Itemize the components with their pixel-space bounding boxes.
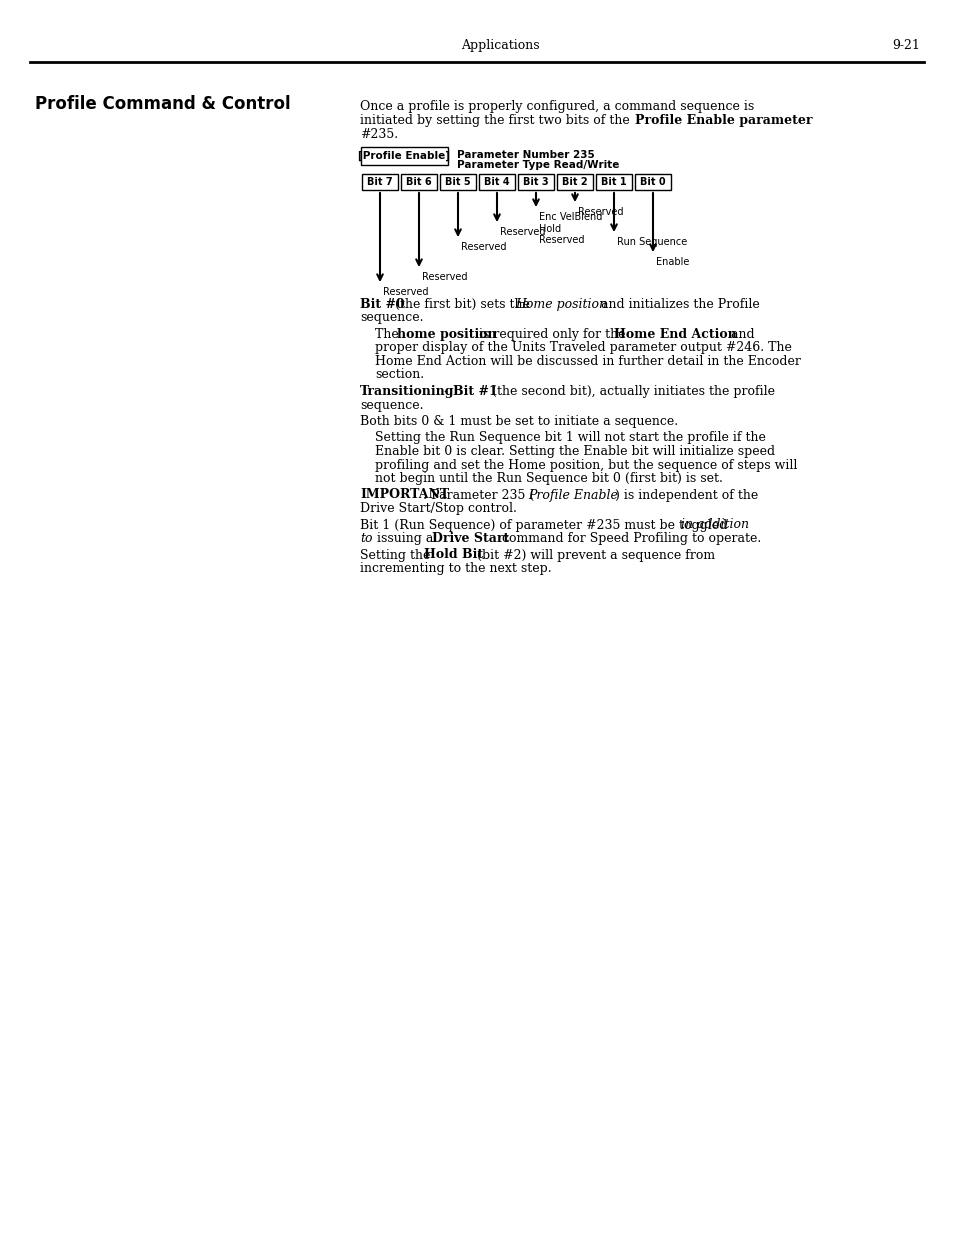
Text: Both bits 0 & 1 must be set to initiate a sequence.: Both bits 0 & 1 must be set to initiate …: [359, 415, 678, 429]
Text: Bit #1: Bit #1: [453, 385, 497, 398]
Bar: [557, 174, 593, 190]
Text: Applications: Applications: [460, 40, 538, 52]
Text: The: The: [375, 329, 402, 341]
Text: Reserved: Reserved: [460, 242, 506, 252]
Bar: [361, 174, 397, 190]
Text: Bit 7: Bit 7: [367, 177, 393, 186]
FancyBboxPatch shape: [360, 147, 448, 165]
Text: (the second bit), actually initiates the profile: (the second bit), actually initiates the…: [488, 385, 774, 398]
Text: IMPORTANT: IMPORTANT: [359, 489, 449, 501]
Text: section.: section.: [375, 368, 424, 382]
Bar: [635, 174, 670, 190]
Text: Bit 6: Bit 6: [406, 177, 432, 186]
Text: Drive Start: Drive Start: [432, 532, 509, 545]
Text: Reserved: Reserved: [499, 227, 545, 237]
Text: issuing a: issuing a: [373, 532, 436, 545]
Bar: [517, 174, 554, 190]
Text: Transitioning: Transitioning: [359, 385, 454, 398]
Text: initiated by setting the first two bits of the: initiated by setting the first two bits …: [359, 114, 633, 127]
Text: Bit 2: Bit 2: [561, 177, 587, 186]
Bar: [439, 174, 476, 190]
Text: sequence.: sequence.: [359, 399, 423, 411]
Text: Run Sequence: Run Sequence: [617, 237, 686, 247]
Text: Home End Action will be discussed in further detail in the Encoder: Home End Action will be discussed in fur…: [375, 354, 800, 368]
Text: Profile Enable parameter: Profile Enable parameter: [635, 114, 812, 127]
Text: Setting the Run Sequence bit 1 will not start the profile if the: Setting the Run Sequence bit 1 will not …: [375, 431, 765, 445]
Text: Parameter Number 235: Parameter Number 235: [456, 149, 594, 161]
Text: Enc VelBlend
Hold
Reserved: Enc VelBlend Hold Reserved: [538, 212, 601, 246]
Text: Reserved: Reserved: [382, 287, 428, 296]
Text: home position: home position: [396, 329, 497, 341]
Text: Bit 1 (Run Sequence) of parameter #235 must be toggled: Bit 1 (Run Sequence) of parameter #235 m…: [359, 519, 731, 531]
Text: Drive Start/Stop control.: Drive Start/Stop control.: [359, 501, 517, 515]
Text: and: and: [726, 329, 754, 341]
Bar: [400, 174, 436, 190]
Text: : Parameter 235 (: : Parameter 235 (: [422, 489, 534, 501]
Text: sequence.: sequence.: [359, 311, 423, 325]
Text: in addition: in addition: [680, 519, 748, 531]
Text: Hold Bit: Hold Bit: [423, 548, 482, 562]
Text: Setting the: Setting the: [359, 548, 434, 562]
Text: not begin until the Run Sequence bit 0 (first bit) is set.: not begin until the Run Sequence bit 0 (…: [375, 472, 722, 485]
Text: Enable: Enable: [656, 257, 689, 267]
Text: incrementing to the next step.: incrementing to the next step.: [359, 562, 551, 576]
Text: Reserved: Reserved: [578, 207, 623, 217]
Text: ) is independent of the: ) is independent of the: [615, 489, 758, 501]
Text: to: to: [359, 532, 372, 545]
Text: and initializes the Profile: and initializes the Profile: [597, 298, 759, 311]
Text: (bit #2) will prevent a sequence from: (bit #2) will prevent a sequence from: [473, 548, 715, 562]
Text: Once a profile is properly configured, a command sequence is: Once a profile is properly configured, a…: [359, 100, 754, 112]
Text: Bit 5: Bit 5: [445, 177, 471, 186]
Text: (the first bit) sets the: (the first bit) sets the: [391, 298, 534, 311]
Text: Parameter Type Read/Write: Parameter Type Read/Write: [456, 161, 618, 170]
Text: Bit 0: Bit 0: [639, 177, 665, 186]
Text: 9-21: 9-21: [891, 40, 919, 52]
Text: Bit 3: Bit 3: [522, 177, 548, 186]
Text: #235.: #235.: [359, 128, 397, 141]
Text: [Profile Enable]: [Profile Enable]: [358, 151, 450, 161]
Text: Bit #0: Bit #0: [359, 298, 404, 311]
Text: Enable bit 0 is clear. Setting the Enable bit will initialize speed: Enable bit 0 is clear. Setting the Enabl…: [375, 445, 774, 458]
Text: Profile Enable: Profile Enable: [527, 489, 618, 501]
Text: proper display of the Units Traveled parameter output #246. The: proper display of the Units Traveled par…: [375, 342, 791, 354]
Bar: [596, 174, 631, 190]
Text: Profile Command & Control: Profile Command & Control: [35, 95, 291, 112]
Text: profiling and set the Home position, but the sequence of steps will: profiling and set the Home position, but…: [375, 458, 797, 472]
Text: Home End Action: Home End Action: [614, 329, 736, 341]
Text: command for Speed Profiling to operate.: command for Speed Profiling to operate.: [497, 532, 760, 545]
Text: -: -: [439, 385, 452, 398]
Text: Bit 4: Bit 4: [484, 177, 509, 186]
Text: Home position: Home position: [515, 298, 606, 311]
Text: Reserved: Reserved: [421, 272, 467, 282]
Text: is required only for the: is required only for the: [475, 329, 629, 341]
Text: Bit 1: Bit 1: [600, 177, 626, 186]
Bar: [478, 174, 515, 190]
